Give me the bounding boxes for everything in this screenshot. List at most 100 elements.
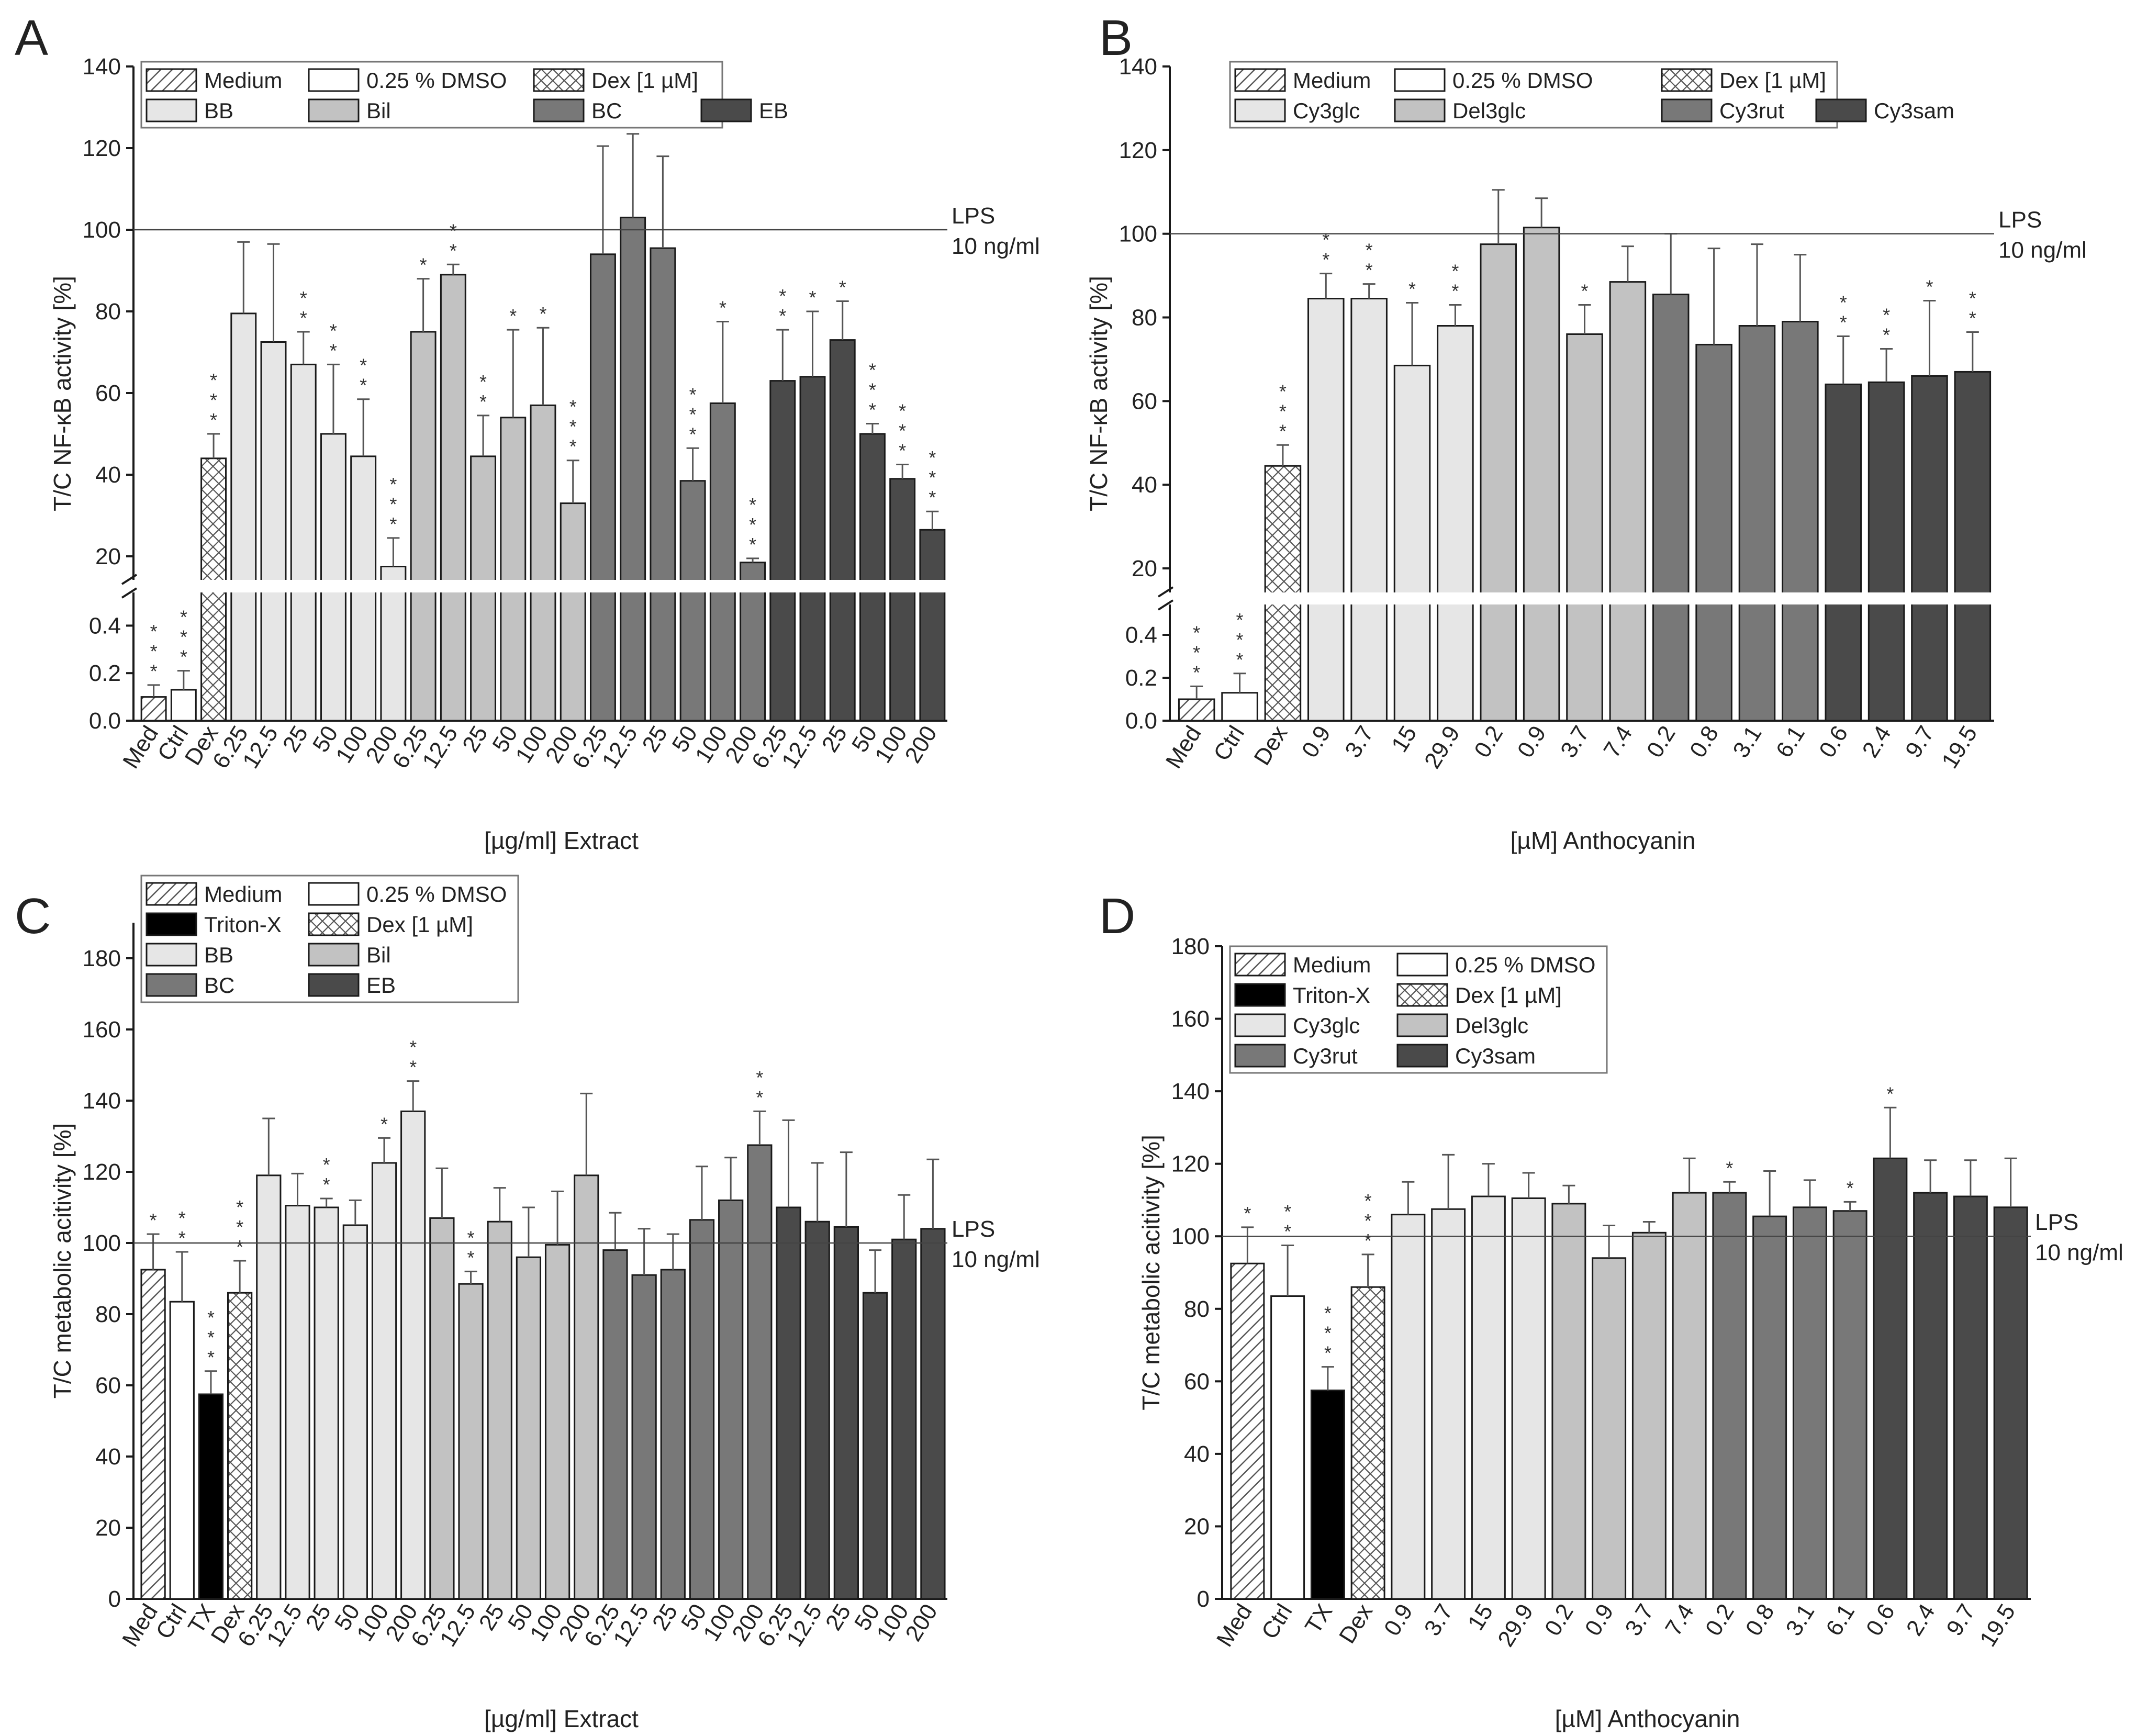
legend-label: 0.25 % DMSO — [366, 882, 507, 906]
legend-swatch — [146, 98, 197, 122]
legend-label: 0.25 % DMSO — [1455, 953, 1595, 977]
x-tick-label: 15 — [1463, 1599, 1498, 1634]
significance-marker: * — [1366, 260, 1373, 281]
x-tick-label: 0.6 — [1814, 721, 1853, 762]
bar — [1993, 1206, 2028, 1600]
x-tick-label: TX — [1300, 1599, 1337, 1638]
significance-marker: * — [689, 384, 697, 405]
bar — [1480, 243, 1517, 722]
legend-label: Bil — [366, 98, 391, 123]
bar — [198, 1393, 224, 1600]
significance-marker: * — [1284, 1201, 1291, 1223]
significance-marker: * — [1193, 642, 1200, 663]
bar — [602, 1249, 628, 1600]
y-tick-label: 80 — [95, 1302, 121, 1327]
bar — [799, 376, 826, 722]
y-tick-label: 100 — [1171, 1224, 1210, 1249]
significance-marker: * — [150, 1209, 157, 1231]
significance-marker: * — [779, 285, 786, 307]
significance-marker: * — [1451, 261, 1459, 282]
significance-marker: * — [1926, 276, 1933, 298]
legend-swatch — [1394, 68, 1446, 92]
significance-marker: * — [207, 1307, 215, 1328]
legend-label: Cy3glc — [1293, 1013, 1360, 1038]
lps-concentration-label: 10 ng/ml — [952, 233, 1040, 259]
legend-swatch — [146, 68, 197, 92]
significance-marker: * — [1236, 629, 1244, 651]
bar — [290, 363, 317, 722]
bar — [140, 696, 167, 722]
significance-marker: * — [389, 474, 397, 495]
significance-marker: * — [1408, 278, 1416, 300]
legend-swatch — [146, 943, 197, 967]
bar — [1310, 1390, 1345, 1600]
significance-marker: * — [300, 307, 307, 329]
y-tick-label: 100 — [1119, 221, 1157, 247]
lps-concentration-label: 10 ng/ml — [952, 1247, 1040, 1272]
significance-marker: * — [929, 447, 936, 468]
y-tick-label: 140 — [83, 1088, 121, 1114]
x-tick-label: 0.2 — [1642, 721, 1681, 762]
significance-marker: * — [450, 220, 457, 241]
legend-label: Cy3rut — [1719, 98, 1784, 123]
panel-letter: A — [15, 10, 48, 66]
significance-marker: * — [899, 420, 906, 442]
y-tick-label: 20 — [1132, 556, 1157, 581]
bar — [1511, 1197, 1546, 1600]
bar — [620, 217, 646, 722]
significance-marker: * — [409, 1037, 417, 1058]
y-tick-label: 40 — [95, 1444, 121, 1470]
significance-marker: * — [381, 1113, 388, 1135]
x-tick-label: 25 — [278, 721, 313, 756]
x-tick-label: Ctrl — [1209, 721, 1249, 765]
panel-d: D 0 20 40 60 80 100 120 140 160 180 T/C metabolic a… — [1099, 888, 2123, 1732]
significance-marker: * — [689, 423, 697, 445]
bar — [859, 433, 886, 722]
significance-marker: * — [749, 534, 756, 555]
y-tick-label: 120 — [1171, 1151, 1210, 1177]
legend-label: Medium — [204, 882, 282, 906]
bar — [1652, 294, 1690, 722]
bar — [516, 1256, 542, 1600]
significance-marker: * — [1193, 662, 1200, 683]
legend-swatch — [146, 882, 197, 906]
y-tick-label: 0.0 — [1125, 708, 1157, 734]
legend-label: EB — [366, 973, 396, 998]
significance-marker: * — [210, 389, 217, 411]
legend-label: Del3glc — [1455, 1013, 1528, 1038]
x-tick-label: 25 — [637, 721, 672, 756]
bar — [429, 1217, 455, 1600]
bar — [1873, 1157, 1908, 1600]
bar — [1913, 1192, 1948, 1600]
legend-label: BB — [204, 943, 233, 967]
bar — [230, 312, 257, 722]
legend-swatch — [146, 912, 197, 936]
legend-swatch — [1234, 1044, 1286, 1068]
bar — [833, 1226, 859, 1600]
significance-marker: * — [899, 440, 906, 462]
legend-label: Cy3sam — [1874, 98, 1954, 123]
legend-swatch — [700, 98, 752, 122]
y-tick-label: 80 — [1184, 1296, 1210, 1322]
legend-label: Dex [1 µM] — [591, 68, 698, 93]
significance-marker: * — [1840, 292, 1847, 313]
axis-break-mark — [1157, 586, 1174, 598]
significance-marker: * — [207, 1327, 215, 1348]
y-tick-label: 60 — [95, 1373, 121, 1398]
x-tick-label: 0.9 — [1379, 1599, 1418, 1640]
bar — [679, 480, 706, 722]
legend-swatch — [533, 98, 585, 122]
significance-marker: * — [450, 240, 457, 261]
legend-swatch — [1234, 98, 1286, 122]
bar — [631, 1274, 657, 1600]
legend-label: Cy3glc — [1293, 98, 1360, 123]
panel-letter: B — [1099, 10, 1133, 66]
legend-label: Medium — [1293, 68, 1371, 93]
y-tick-label: 120 — [83, 136, 121, 161]
legend-label: Dex [1 µM] — [1719, 68, 1826, 93]
x-tick-label: 0.2 — [1469, 721, 1508, 762]
bar — [1832, 1210, 1868, 1600]
bar — [1792, 1206, 1827, 1600]
significance-marker: * — [236, 1196, 243, 1218]
